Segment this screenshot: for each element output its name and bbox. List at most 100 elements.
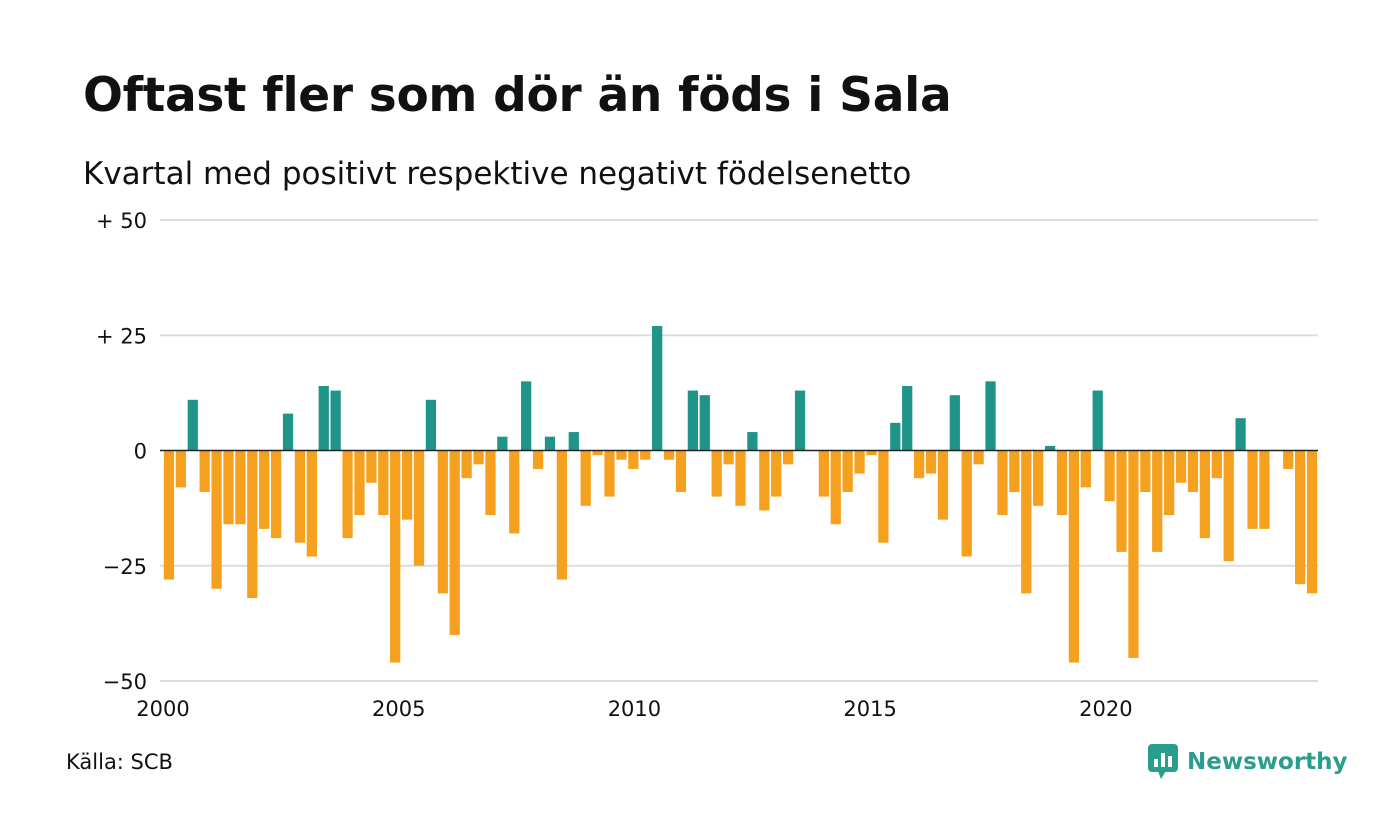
bar: 2020 Q2: -45	[1128, 450, 1139, 658]
bar: 2002 Q4: -20	[294, 450, 306, 543]
bar-chart-speech-bubble-icon	[1148, 744, 1178, 779]
bar: 2006 Q4: -14	[485, 450, 496, 516]
bar: 2021 Q3: -9	[1187, 450, 1199, 492]
bar: 2022 Q2: -24	[1223, 450, 1234, 562]
x-axis-tick-labels: 2000 2005 2010 2015 2020	[136, 697, 1132, 721]
source-label: Källa: SCB	[66, 750, 173, 774]
bar: 2018 Q3: 1	[1044, 445, 1056, 451]
bar: 2014 Q2: -9	[842, 450, 853, 492]
grid-lines	[160, 219, 1318, 682]
bar: 2011 Q3: -10	[711, 450, 722, 497]
bar: 2016 Q4: -23	[961, 450, 972, 557]
bar: 2010 Q3: -2	[663, 450, 675, 460]
bar: 2000 Q1: -28	[163, 450, 175, 580]
bar: 2019 Q4: -11	[1104, 450, 1115, 502]
bar: 2009 Q1: -1	[592, 450, 603, 456]
bar: 2004 Q1: -14	[354, 450, 365, 516]
bar: 2013 Q2: 13	[794, 390, 806, 451]
bar: 2005 Q2: -25	[413, 450, 425, 566]
bar: 2017 Q2: 15	[985, 381, 996, 451]
bar: 2000 Q2: -8	[175, 450, 186, 488]
bar: 2006 Q1: -40	[449, 450, 460, 635]
bar: 2008 Q1: 3	[544, 436, 556, 451]
bar: 2013 Q1: -3	[783, 450, 794, 465]
bar: 2009 Q2: -10	[604, 450, 615, 497]
bar: 2017 Q3: -14	[997, 450, 1008, 516]
bar: 2011 Q2: 12	[699, 395, 710, 451]
bar: 2006 Q3: -3	[473, 450, 484, 465]
bar: 2022 Q1: -6	[1211, 450, 1222, 479]
bar: 2018 Q1: -31	[1021, 450, 1032, 594]
bar: 2016 Q1: -5	[925, 450, 937, 474]
x-tick-label: 2010	[608, 697, 661, 721]
bar: 2023 Q1: -17	[1259, 450, 1270, 529]
bar: 2018 Q4: -14	[1056, 450, 1068, 516]
bar: 2007 Q2: -18	[509, 450, 520, 534]
bar: 2016 Q3: 12	[949, 395, 960, 451]
bar: 2010 Q2: 27	[652, 326, 663, 451]
bar: 2019 Q1: -46	[1068, 450, 1080, 663]
bar: 2008 Q4: -12	[580, 450, 591, 506]
bar: 2004 Q4: -46	[390, 450, 401, 663]
bar: 2010 Q4: -9	[675, 450, 687, 492]
bar: 2015 Q1: -20	[878, 450, 889, 543]
bar: 2017 Q1: -3	[973, 450, 984, 465]
bar: 2003 Q3: 13	[330, 390, 341, 451]
bar: 2004 Q3: -14	[378, 450, 389, 516]
bar: 2013 Q4: -10	[818, 450, 829, 497]
bar: 2004 Q2: -7	[366, 450, 377, 483]
bar: 2012 Q2: 4	[747, 432, 758, 451]
bar: 2006 Q2: -6	[461, 450, 472, 479]
bar: 2002 Q3: 8	[282, 413, 294, 451]
bar: 2012 Q3: -13	[759, 450, 770, 511]
bar: 2005 Q3: 11	[425, 399, 437, 451]
bar: 2020 Q3: -9	[1140, 450, 1151, 492]
bar: 2007 Q4: -4	[532, 450, 544, 469]
bar: 2021 Q2: -7	[1175, 450, 1187, 483]
bar: 2003 Q1: -23	[306, 450, 317, 557]
bar: 2001 Q3: -16	[235, 450, 246, 525]
bar: 2015 Q4: -6	[913, 450, 925, 479]
bar: 2011 Q1: 13	[687, 390, 698, 451]
chart-subtitle: Kvartal med positivt respektive negativt…	[83, 156, 912, 192]
bar: 2010 Q1: -2	[640, 450, 651, 460]
bar: 2011 Q4: -3	[723, 450, 734, 465]
bar: 2020 Q4: -22	[1152, 450, 1163, 552]
bar: 2002 Q2: -19	[271, 450, 282, 539]
y-axis-tick-labels: + 50 + 25 0 −25 −50	[96, 209, 147, 694]
bar: 2007 Q1: 3	[497, 436, 508, 451]
bar: 2003 Q4: -19	[342, 450, 353, 539]
newsworthy-logo: Newsworthy	[1148, 744, 1348, 780]
x-tick-label: 2000	[136, 697, 189, 721]
brand-name: Newsworthy	[1187, 749, 1348, 775]
bar: 2020 Q1: -22	[1116, 450, 1127, 552]
y-tick-label: + 50	[96, 209, 147, 233]
bar: 2003 Q2: 14	[318, 385, 329, 451]
bar: 2015 Q3: 14	[902, 385, 913, 451]
bar: 2014 Q4: -1	[866, 450, 877, 456]
bar: 2000 Q4: -9	[199, 450, 210, 492]
bar: 2001 Q2: -16	[223, 450, 234, 525]
bar: 2005 Q1: -15	[401, 450, 413, 520]
bar: 2019 Q3: 13	[1092, 390, 1103, 451]
bar: 2001 Q4: -32	[247, 450, 258, 599]
bar: 2017 Q4: -9	[1009, 450, 1020, 492]
y-tick-label: + 25	[96, 324, 147, 348]
bar: 2023 Q3: -4	[1283, 450, 1294, 469]
chart-title: Oftast fler som dör än föds i Sala	[83, 68, 952, 123]
bar: 2000 Q3: 11	[187, 399, 198, 451]
bar: 2005 Q4: -31	[437, 450, 448, 594]
bar: 2014 Q1: -16	[830, 450, 841, 525]
bar: 2024 Q1: -31	[1306, 450, 1318, 594]
bar: 2008 Q3: 4	[568, 432, 579, 451]
x-tick-label: 2005	[372, 697, 425, 721]
bar: 2019 Q2: -8	[1080, 450, 1091, 488]
bar: 2023 Q4: -29	[1295, 450, 1306, 585]
bar: 2012 Q4: -10	[771, 450, 782, 497]
bar: 2007 Q3: 15	[521, 381, 532, 451]
y-tick-label: 0	[134, 440, 147, 464]
bar: 2015 Q2: 6	[890, 422, 901, 451]
bar: 2001 Q1: -30	[211, 450, 222, 589]
y-tick-label: −50	[103, 670, 147, 694]
bar: 2014 Q3: -5	[854, 450, 865, 474]
